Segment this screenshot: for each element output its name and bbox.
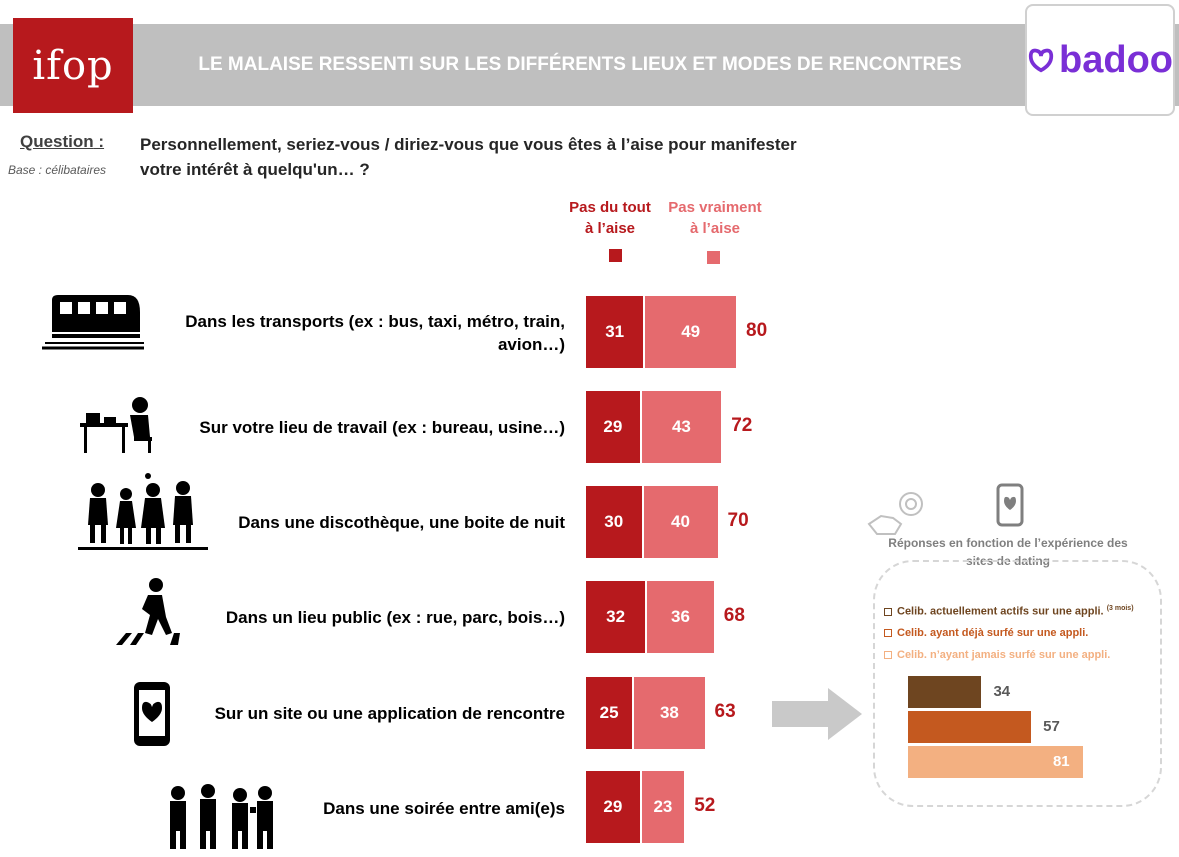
badoo-heart-icon bbox=[1028, 48, 1054, 73]
dancers-icon bbox=[78, 473, 208, 550]
sub-value-never: 81 bbox=[1052, 753, 1070, 770]
bar-pas-du-tout-discotheque: 30 bbox=[586, 486, 642, 558]
bar-pas-vraiment-discotheque: 40 bbox=[643, 486, 718, 558]
bar-pas-du-tout-transports: 31 bbox=[586, 296, 644, 368]
sub-bar-never bbox=[908, 746, 1083, 778]
row-label-lieu-public: Dans un lieu public (ex : rue, parc, boi… bbox=[225, 608, 565, 627]
row-label-site-rencontre: Sur un site ou une application de rencon… bbox=[214, 704, 565, 723]
row-label-transports: Dans les transports (ex : bus, taxi, mét… bbox=[185, 312, 565, 354]
bar-pas-vraiment-soiree: 23 bbox=[641, 771, 685, 843]
page-title: LE MALAISE RESSENTI SUR LES DIFFÉRENTS L… bbox=[198, 54, 962, 75]
bar-pas-vraiment-site-rencontre: 38 bbox=[634, 677, 705, 749]
badoo-logo: badoo bbox=[1025, 4, 1175, 116]
total-label-soiree: 52 bbox=[694, 795, 716, 816]
bar-pas-du-tout-travail: 29 bbox=[586, 391, 640, 463]
ifop-logo: ifop bbox=[13, 18, 133, 113]
question-text: Personnellement, seriez-vous / diriez-vo… bbox=[140, 135, 797, 179]
legend-light-swatch bbox=[707, 251, 720, 264]
row-label-soiree: Dans une soirée entre ami(e)s bbox=[323, 799, 565, 818]
badoo-wordmark: badoo bbox=[1059, 38, 1173, 81]
total-label-discotheque: 70 bbox=[727, 510, 749, 531]
legend-dark-label: Pas du tout à l’aise bbox=[569, 199, 651, 237]
bar-pas-vraiment-transports: 49 bbox=[645, 296, 736, 368]
question-base: Base : célibataires bbox=[8, 163, 107, 177]
bar-pas-du-tout-lieu-public: 32 bbox=[586, 581, 646, 653]
legend-dark-swatch bbox=[609, 249, 622, 262]
question-label: Question : bbox=[20, 132, 105, 151]
header-bar bbox=[0, 24, 1179, 106]
total-label-travail: 72 bbox=[731, 415, 753, 436]
row-label-travail: Sur votre lieu de travail (ex : bureau, … bbox=[199, 418, 565, 437]
legend-light-label: Pas vraiment à l’aise bbox=[668, 199, 762, 237]
side-panel-box bbox=[873, 560, 1162, 807]
handshake-icon bbox=[867, 492, 923, 535]
sub-value-surfed: 57 bbox=[1043, 718, 1060, 735]
bar-pas-vraiment-travail: 43 bbox=[641, 391, 722, 463]
party-friends-icon bbox=[170, 784, 273, 849]
row-label-discotheque: Dans une discothèque, une boite de nuit bbox=[238, 513, 565, 532]
sub-value-active: 34 bbox=[993, 683, 1011, 700]
sub-bar-active bbox=[908, 676, 982, 708]
total-label-site-rencontre: 63 bbox=[714, 701, 736, 722]
heart-phone-icon bbox=[134, 682, 170, 746]
sub-legend-surfed: Celib. ayant déjà surfé sur une appli. bbox=[884, 627, 1088, 639]
bar-pas-du-tout-site-rencontre: 25 bbox=[586, 677, 633, 749]
bar-pas-vraiment-lieu-public: 36 bbox=[647, 581, 714, 653]
total-label-transports: 80 bbox=[746, 320, 768, 341]
train-icon bbox=[42, 295, 144, 350]
sub-bar-surfed bbox=[908, 711, 1032, 743]
total-label-lieu-public: 68 bbox=[723, 605, 745, 626]
sub-legend-never: Celib. n’ayant jamais surfé sur une appl… bbox=[884, 649, 1110, 661]
pedestrian-crossing-icon bbox=[116, 578, 180, 645]
bar-pas-du-tout-soiree: 29 bbox=[586, 771, 640, 843]
dating-phone-icon bbox=[996, 483, 1024, 527]
office-desk-icon bbox=[80, 397, 152, 453]
sub-legend-active: Celib. actuellement actifs sur une appli… bbox=[884, 605, 1134, 618]
arrow-right-icon bbox=[772, 688, 862, 740]
